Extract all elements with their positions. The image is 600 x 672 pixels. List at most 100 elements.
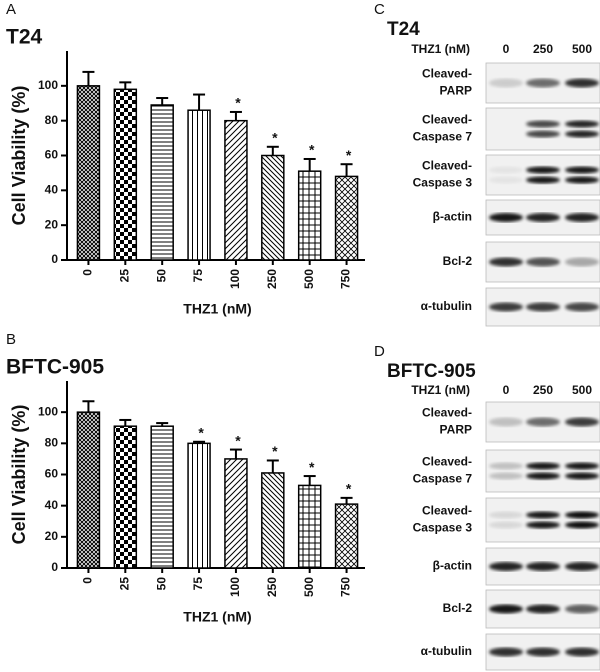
blot-band — [489, 521, 523, 529]
bar — [224, 119, 248, 261]
blot-band — [526, 604, 560, 614]
row-label: β-actin — [433, 559, 472, 573]
bar — [224, 458, 248, 569]
x-tick-label: 250 — [265, 269, 279, 289]
blot-frame — [485, 497, 600, 543]
row-label: Cleaved- — [422, 113, 472, 127]
blot-band — [526, 472, 560, 480]
error-bar — [229, 110, 242, 121]
bar — [113, 425, 138, 569]
blot-band — [489, 562, 523, 571]
panel-label: C — [374, 1, 385, 18]
x-tick-label: 500 — [302, 269, 316, 289]
y-tick-label: 80 — [45, 113, 59, 127]
x-tick-label: 750 — [339, 577, 353, 597]
x-tick-label: 50 — [154, 577, 168, 591]
blot-band — [565, 176, 599, 184]
bar — [113, 88, 138, 261]
blot-band — [526, 78, 560, 88]
x-tick-label: 500 — [302, 577, 316, 597]
blot-band — [526, 302, 560, 312]
bar — [297, 170, 322, 261]
x-tick-label: 75 — [191, 269, 205, 283]
row-label: Caspase 3 — [413, 176, 473, 190]
blot-band — [565, 521, 599, 529]
row-label: Cleaved- — [422, 67, 472, 81]
y-axis-label: Cell Viability (%) — [9, 405, 29, 545]
blot-band — [489, 604, 523, 614]
blot-band — [526, 511, 560, 519]
blot-band — [489, 472, 523, 480]
error-bar — [193, 93, 206, 111]
blot-frame — [485, 154, 600, 196]
bar — [187, 442, 211, 569]
row-label: Bcl-2 — [443, 601, 473, 615]
y-tick-label: 0 — [51, 252, 58, 266]
blot-title: T24 — [387, 19, 420, 40]
row-label: PARP — [440, 423, 472, 437]
blot-band — [489, 647, 523, 657]
y-tick-label: 20 — [45, 529, 59, 543]
row-label: Caspase 7 — [413, 130, 473, 144]
blot-band — [526, 166, 560, 174]
error-bar — [303, 475, 316, 486]
blot-frame — [485, 449, 600, 493]
bar — [334, 175, 359, 261]
blot-band — [565, 120, 599, 128]
blot-band — [526, 562, 560, 571]
significance-mark: * — [235, 432, 241, 448]
blot-band — [565, 130, 599, 138]
lane-label: 500 — [572, 42, 592, 56]
y-tick-label: 40 — [45, 183, 59, 197]
blot-band — [526, 176, 560, 184]
dose-label: THZ1 (nM) — [411, 383, 470, 397]
panel-label: D — [374, 343, 385, 360]
blot-band — [489, 511, 523, 519]
x-tick-label: 25 — [117, 577, 131, 591]
blot-band — [565, 647, 599, 657]
significance-mark: * — [198, 424, 204, 440]
y-tick-label: 100 — [38, 404, 58, 418]
x-tick-label: 750 — [339, 269, 353, 289]
x-tick-label: 0 — [81, 577, 95, 584]
blot-band — [526, 521, 560, 529]
error-bar — [266, 459, 279, 473]
row-label: Cleaved- — [422, 455, 472, 469]
error-bar — [193, 440, 206, 444]
significance-mark: * — [309, 459, 315, 475]
lane-label: 0 — [503, 42, 510, 56]
blot-band — [489, 166, 523, 174]
lane-label: 250 — [533, 383, 553, 397]
bar — [76, 85, 101, 261]
error-bar — [156, 97, 169, 105]
significance-mark: * — [235, 95, 241, 111]
blot-band — [526, 130, 560, 138]
row-label: Caspase 3 — [413, 521, 473, 535]
blot-band — [565, 604, 599, 614]
error-bar — [303, 157, 316, 172]
blot-band — [526, 213, 560, 222]
bar — [150, 104, 174, 261]
y-tick-label: 40 — [45, 498, 59, 512]
x-tick-label: 100 — [228, 577, 242, 597]
error-bar — [229, 448, 242, 459]
row-label: Caspase 7 — [413, 472, 473, 486]
y-axis-label: Cell Viability (%) — [9, 86, 29, 226]
row-label: Cleaved- — [422, 159, 472, 173]
blot-band — [565, 472, 599, 480]
lane-label: 0 — [503, 383, 510, 397]
row-label: Bcl-2 — [443, 254, 473, 268]
blot-band — [526, 257, 560, 267]
blot-band — [489, 302, 523, 312]
blot-band — [565, 166, 599, 174]
y-tick-label: 60 — [45, 467, 59, 481]
chart-title: BFTC-905 — [6, 356, 104, 379]
y-tick-label: 100 — [38, 78, 58, 92]
blot-band — [526, 417, 560, 427]
blot-band — [489, 213, 523, 222]
blot-band — [565, 213, 599, 222]
y-tick-label: 80 — [45, 436, 59, 450]
blot-band — [526, 462, 560, 470]
blot-band — [565, 302, 599, 312]
